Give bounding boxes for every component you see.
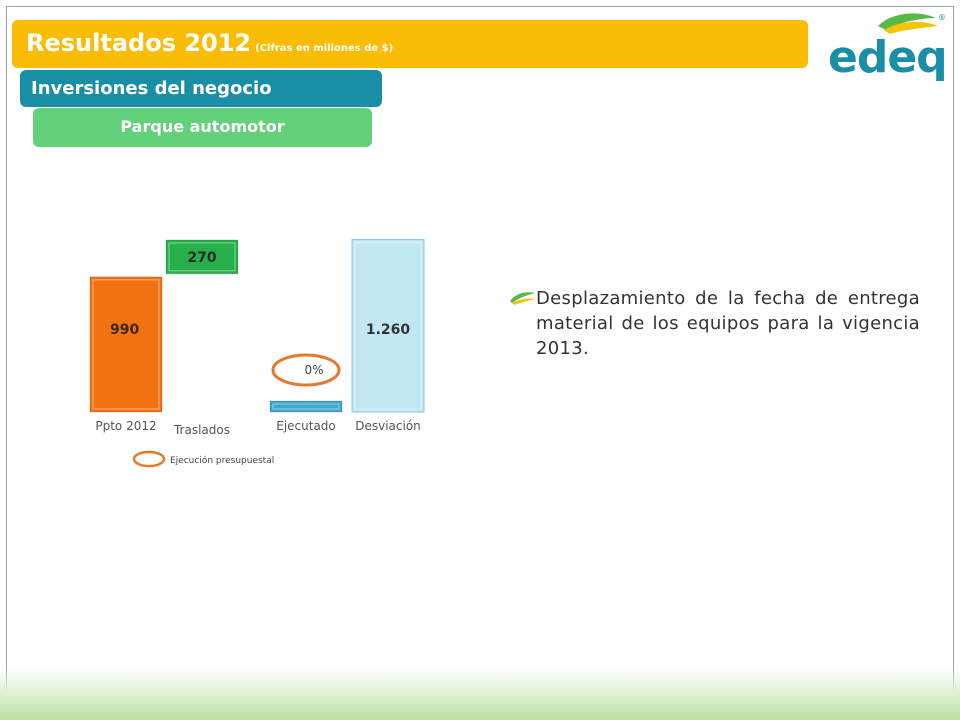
title-note: (Cifras en millones de $): [255, 43, 394, 54]
page-title: Resultados 2012: [26, 29, 252, 57]
subtitle-banner: Inversiones del negocio: [20, 70, 382, 107]
budget-chart: 990 Ppto 2012 270 Traslados Ejecutado 1.260 De…: [89, 238, 425, 468]
leaf-bullet-icon: [510, 292, 535, 305]
data-label-1: 270: [187, 250, 216, 266]
bullet-text: Desplazamiento de la fecha de entrega ma…: [536, 288, 920, 359]
svg-text:®: ®: [938, 13, 946, 22]
category-label-0: Ppto 2012: [95, 419, 156, 433]
category-label-2: Ejecutado: [276, 419, 336, 433]
data-label-3: 1.260: [366, 322, 411, 338]
bar-traslados: [165, 239, 239, 275]
title-banner: Resultados 2012 (Cifras en millones de $): [12, 20, 808, 68]
bottom-gradient: [0, 668, 960, 720]
edeq-logo: edeq ®: [828, 13, 948, 83]
svg-text:edeq: edeq: [828, 32, 947, 83]
data-label-0: 990: [110, 322, 139, 338]
bar-gloss: [354, 241, 422, 410]
bar-gloss: [168, 242, 236, 272]
section-banner: Parque automotor: [33, 108, 372, 147]
bar-gloss: [272, 403, 340, 410]
bar-gloss: [92, 279, 160, 410]
annotation-ellipse: [271, 353, 341, 387]
legend-label: Ejecución presupuestal: [170, 455, 274, 466]
annotation-text: 0%: [304, 363, 323, 377]
legend-swatch: [132, 450, 166, 468]
section-title: Parque automotor: [120, 117, 285, 136]
bar-ppto-2012: [89, 276, 163, 413]
category-label-3: Desviación: [355, 419, 421, 433]
subtitle: Inversiones del negocio: [31, 78, 272, 99]
bullet-item: Desplazamiento de la fecha de entrega ma…: [508, 286, 920, 361]
category-label-1: Traslados: [173, 423, 230, 437]
bar-ejecutado: [269, 400, 343, 413]
bar-desviaci-n: [351, 238, 425, 413]
